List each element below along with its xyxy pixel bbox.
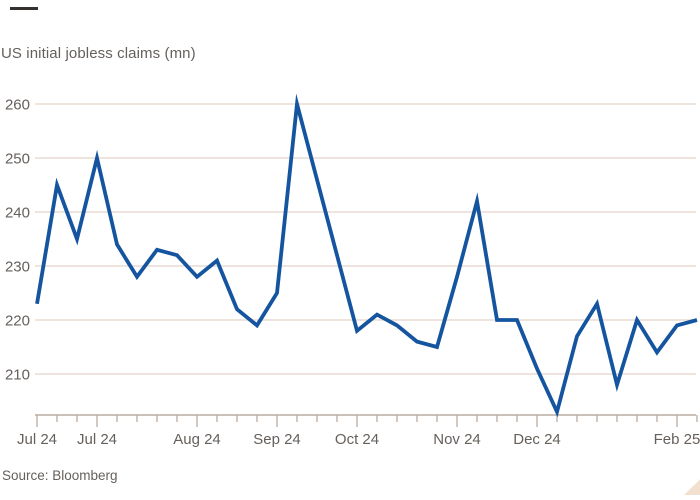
x-tick-label: Nov 24 (433, 431, 481, 448)
x-tick-label: Jul 24 (77, 431, 117, 448)
x-tick-label: Oct 24 (335, 431, 379, 448)
ft-corner-triangle-icon (684, 479, 700, 495)
y-tick-label: 260 (5, 97, 30, 114)
x-tick-label: Sep 24 (253, 431, 301, 448)
source-note: Source: Bloomberg (2, 468, 118, 483)
x-axis (35, 414, 698, 427)
x-tick-label: Dec 24 (513, 431, 561, 448)
gridlines (35, 103, 696, 375)
x-tick-label: Aug 24 (173, 431, 221, 448)
x-tick-label: Jul 24 (17, 431, 57, 448)
y-tick-label: 250 (5, 151, 30, 168)
x-axis-labels: Jul 24 Jul 24 Aug 24 Sep 24 Oct 24 Nov 24 Dec … (17, 431, 700, 448)
y-axis-labels: 210 220 230 240 250 260 (5, 97, 30, 384)
line-series (35, 93, 698, 418)
y-tick-label: 240 (5, 205, 30, 222)
top-accent-dash (10, 7, 38, 10)
y-tick-label: 210 (5, 367, 30, 384)
y-tick-label: 230 (5, 259, 30, 276)
chart-title: US initial jobless claims (mn) (1, 45, 196, 62)
claims-line (35, 93, 698, 418)
x-tick-label: Feb 25 (654, 431, 700, 448)
corner-triangle (684, 479, 700, 495)
y-tick-label: 220 (5, 313, 30, 330)
